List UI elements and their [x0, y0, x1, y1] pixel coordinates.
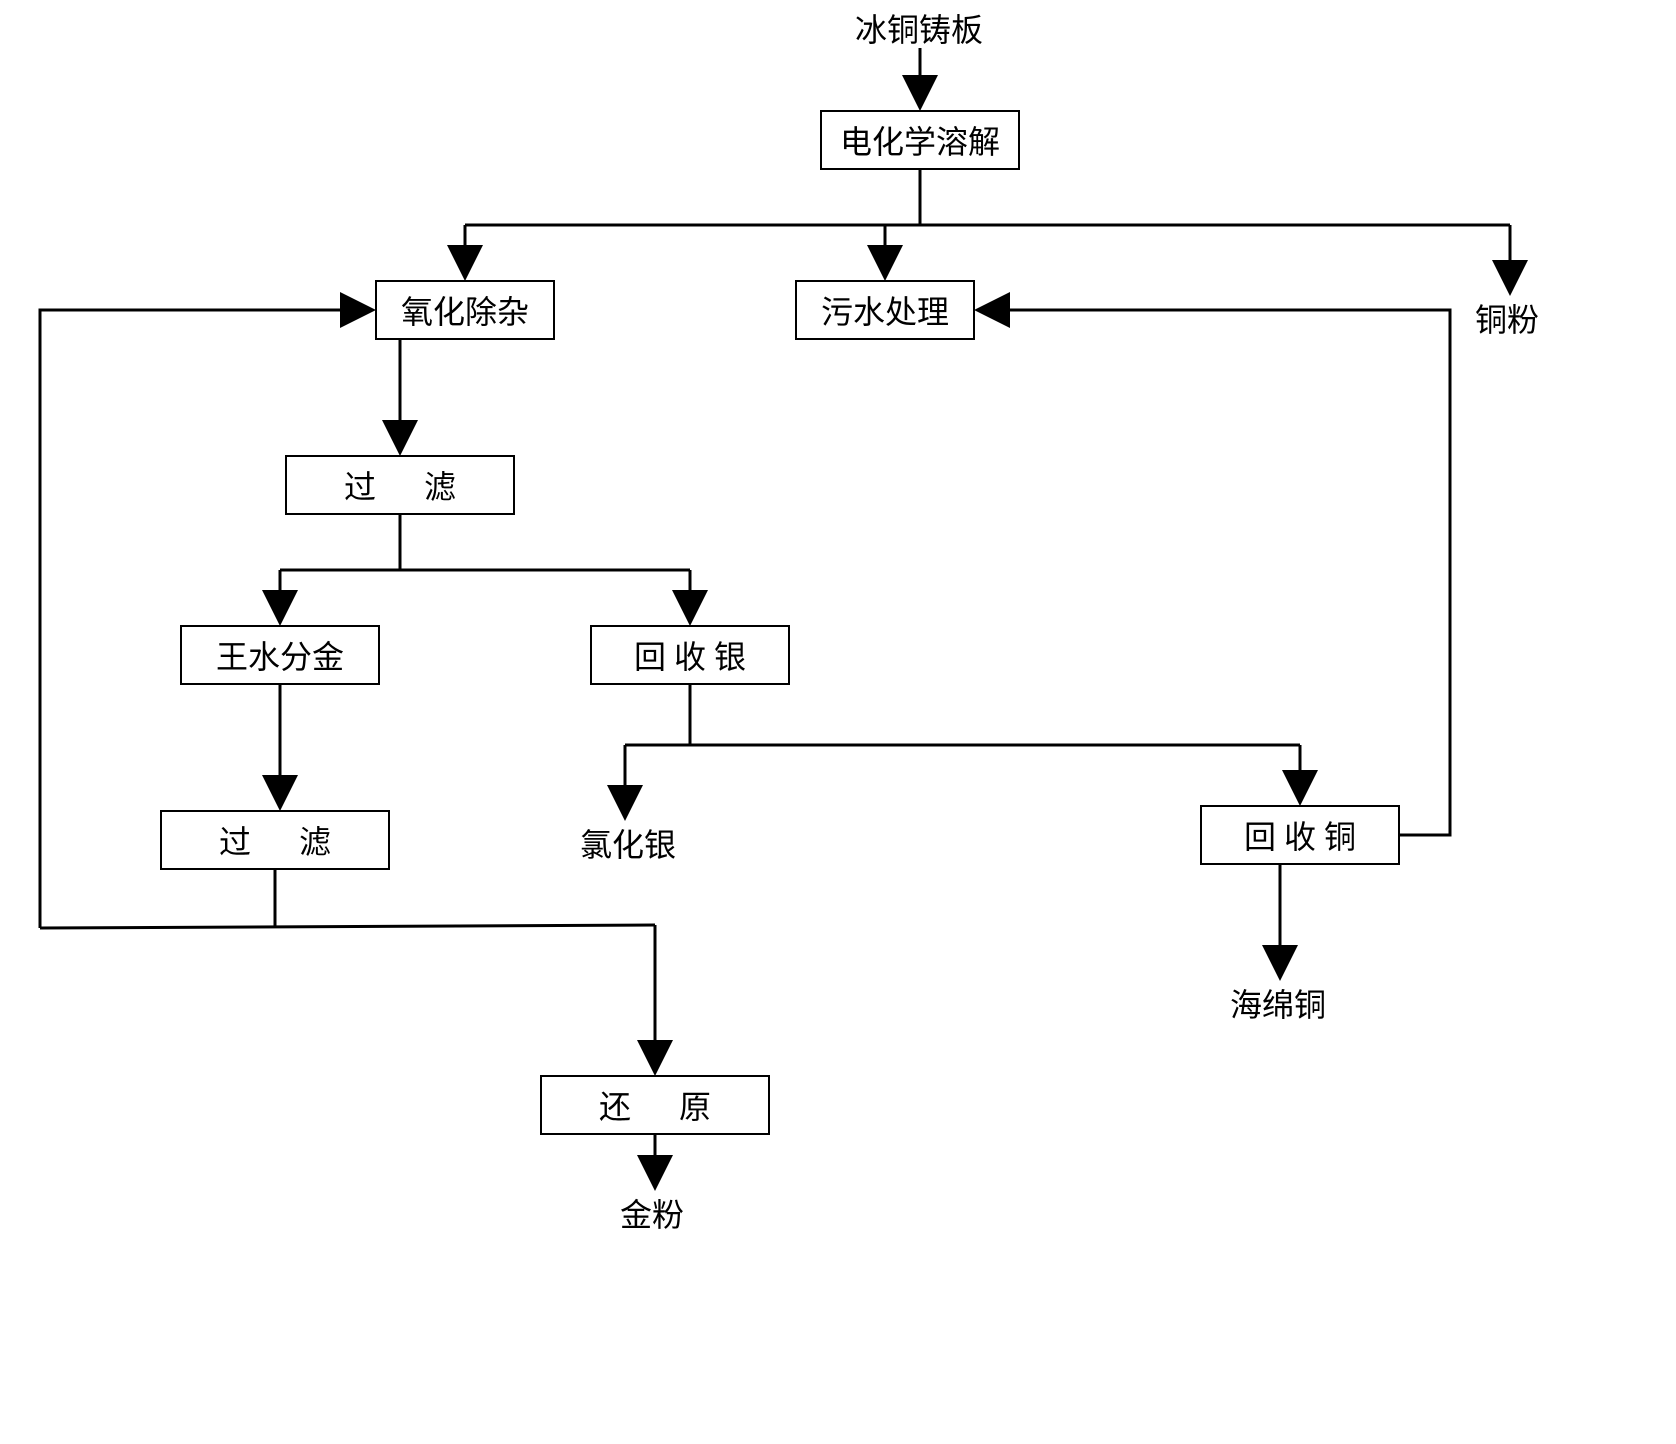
node-electrochemical: 电化学溶解: [820, 110, 1020, 170]
node-filter2: 过 滤: [160, 810, 390, 870]
node-reduction: 还 原: [540, 1075, 770, 1135]
node-sponge-copper: 海绵铜: [1230, 980, 1326, 1026]
node-start: 冰铜铸板: [855, 5, 983, 51]
node-oxidation: 氧化除杂: [375, 280, 555, 340]
flowchart-edges: [0, 0, 1676, 1444]
node-recover-silver: 回 收 银: [590, 625, 790, 685]
node-wastewater: 污水处理: [795, 280, 975, 340]
node-silver-chloride: 氯化银: [580, 820, 676, 866]
node-recover-copper: 回 收 铜: [1200, 805, 1400, 865]
node-gold-powder: 金粉: [620, 1190, 684, 1236]
node-filter1: 过 滤: [285, 455, 515, 515]
node-copper-powder: 铜粉: [1475, 295, 1539, 341]
node-aqua-regia: 王水分金: [180, 625, 380, 685]
